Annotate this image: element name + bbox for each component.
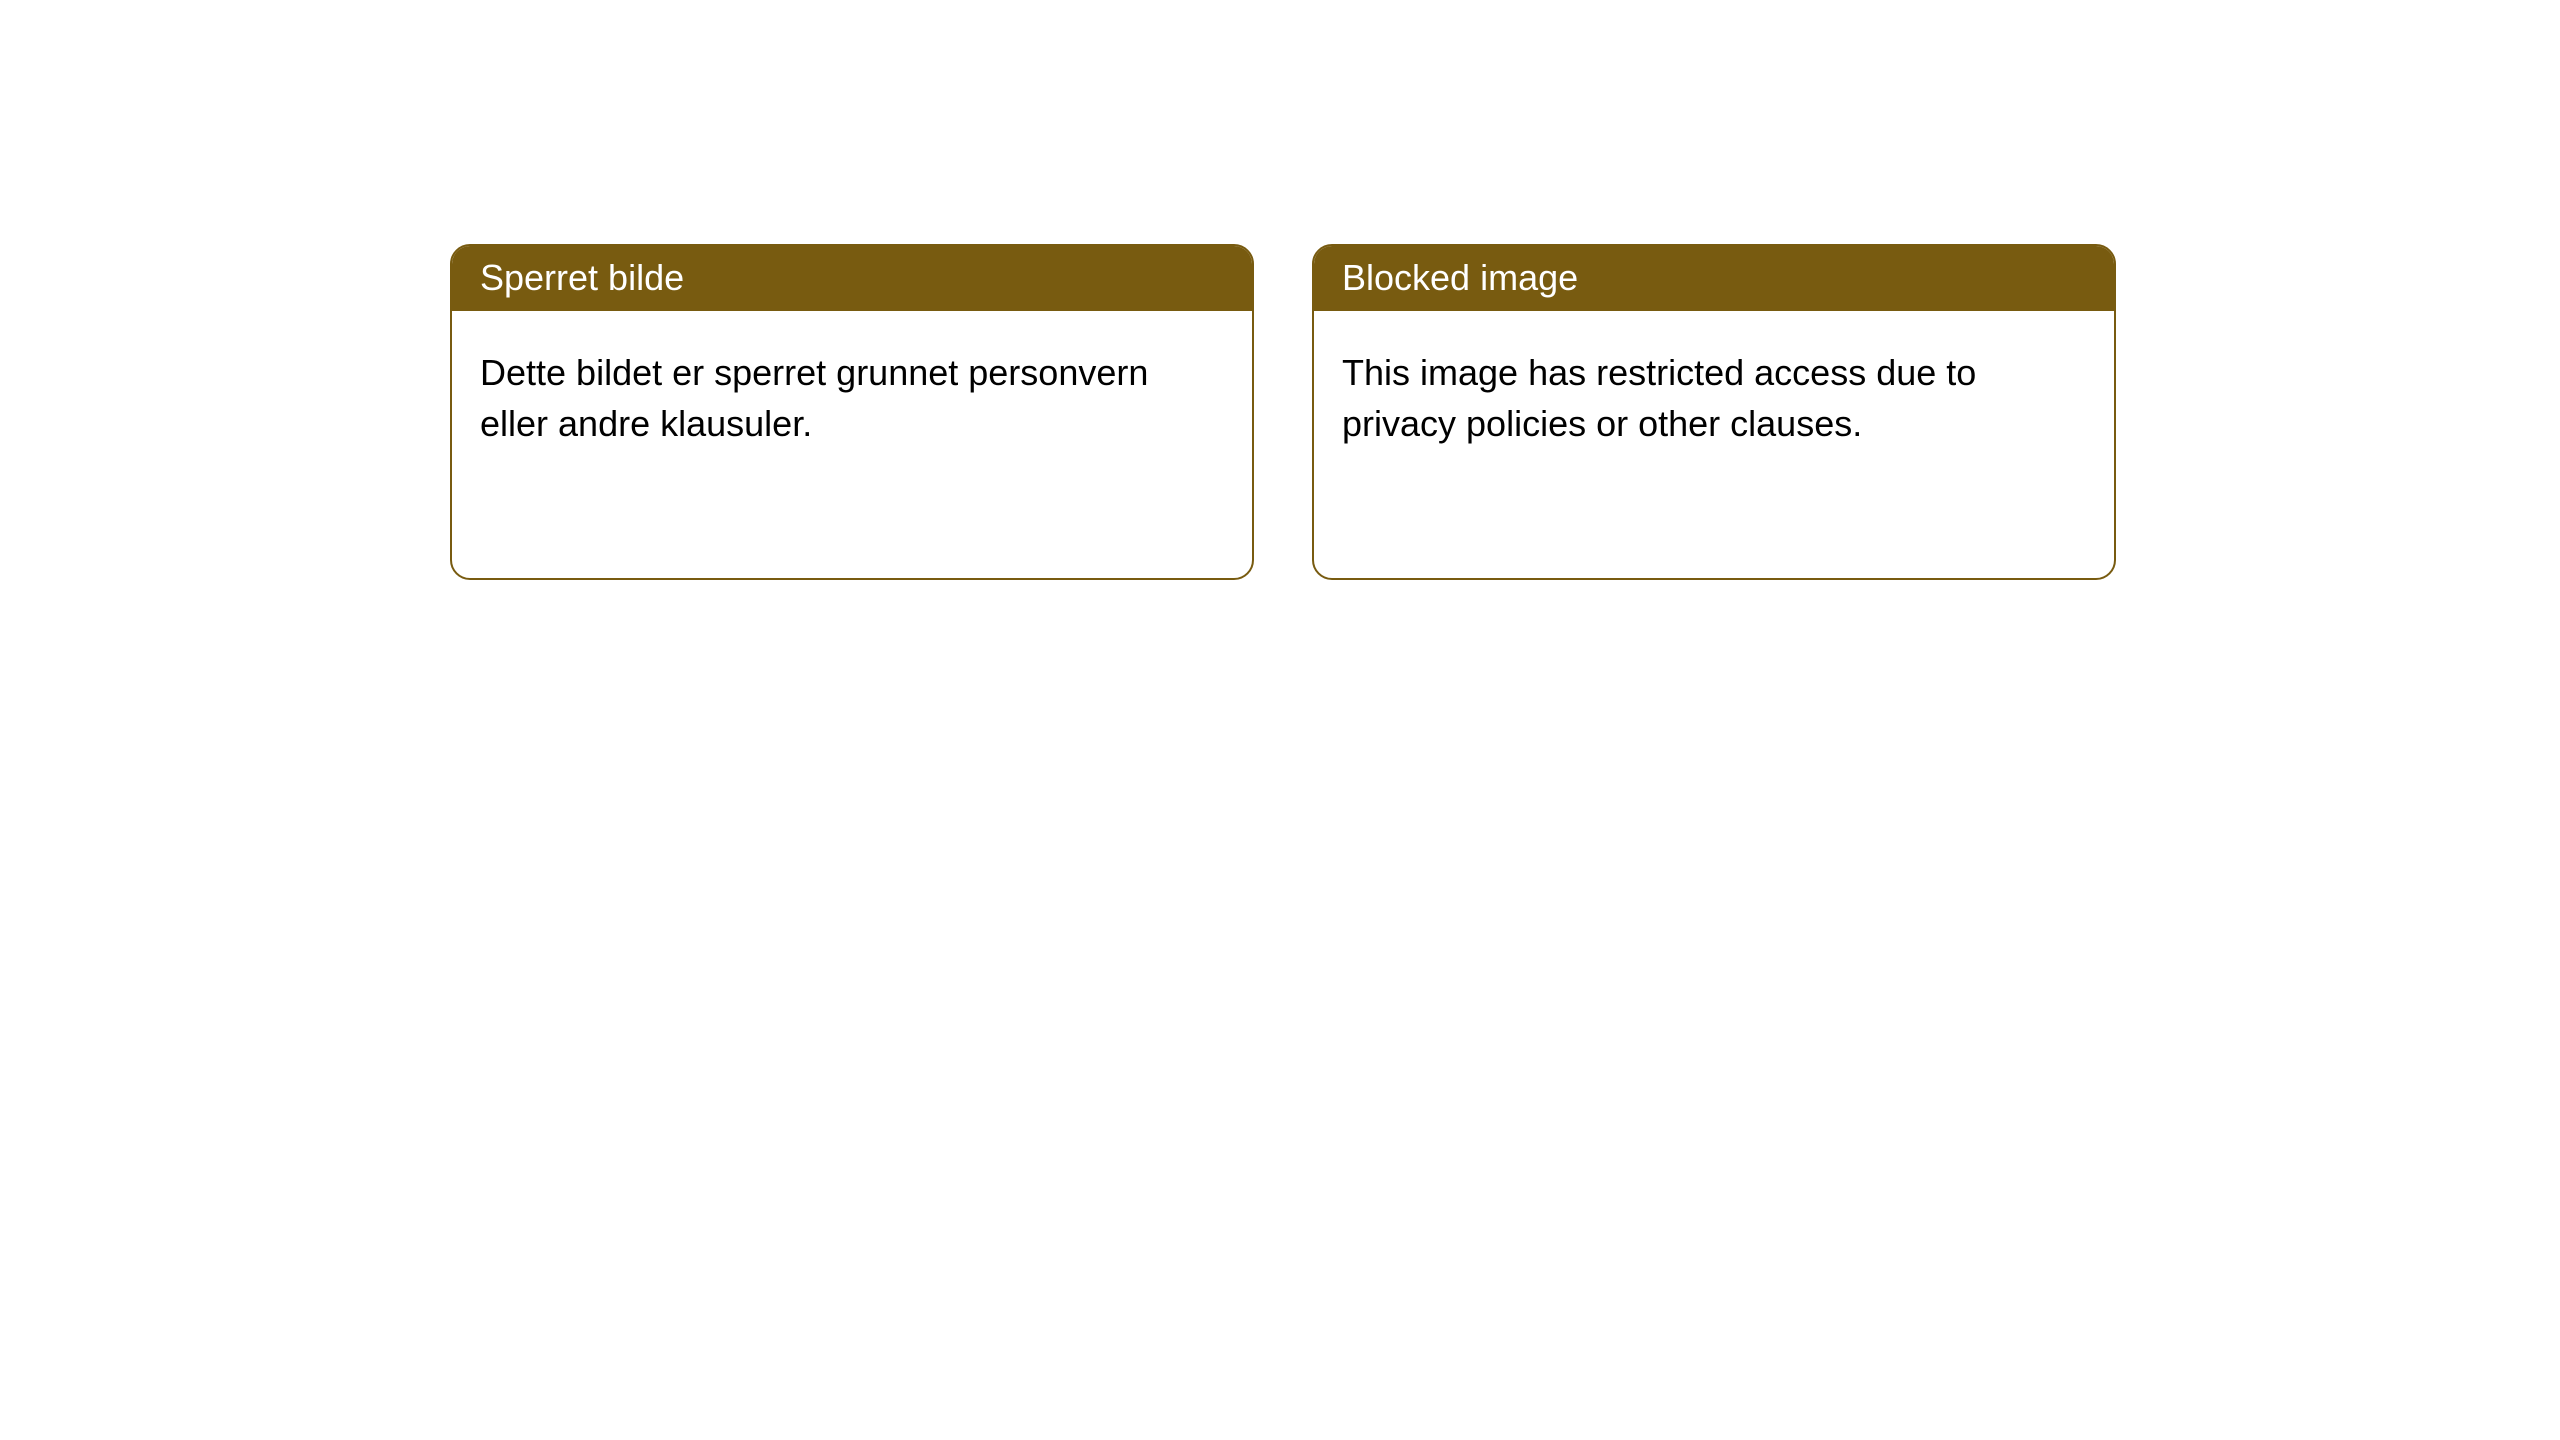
notice-body-no: Dette bildet er sperret grunnet personve…	[452, 311, 1252, 485]
notice-header-en: Blocked image	[1314, 246, 2114, 311]
notice-container: Sperret bilde Dette bildet er sperret gr…	[0, 0, 2560, 580]
notice-body-en: This image has restricted access due to …	[1314, 311, 2114, 485]
notice-card-no: Sperret bilde Dette bildet er sperret gr…	[450, 244, 1254, 580]
notice-header-no: Sperret bilde	[452, 246, 1252, 311]
notice-card-en: Blocked image This image has restricted …	[1312, 244, 2116, 580]
